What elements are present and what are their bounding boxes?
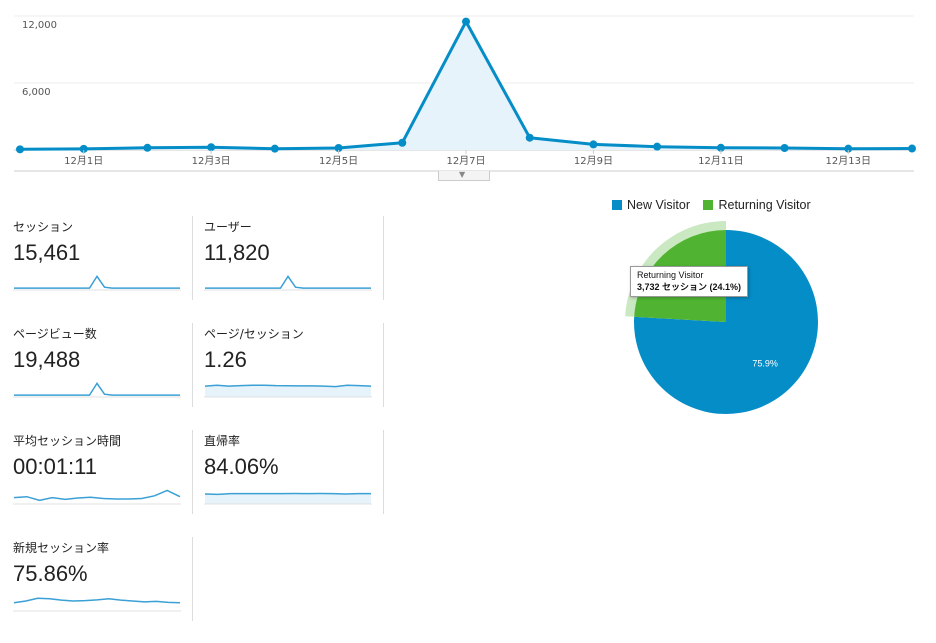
sparkline-line [205,275,371,289]
pie-legend: New Visitor Returning Visitor [612,198,821,212]
x-tick-label: 12月13日 [826,155,871,167]
metric-avg-session-duration[interactable]: 平均セッション時間 00:01:11 [13,432,191,520]
metric-value: 84.06% [204,454,279,479]
x-tick-label: 12月5日 [319,155,358,167]
divider [192,430,193,514]
metric-label: ページ/セッション [204,327,304,341]
legend-label: Returning Visitor [718,198,811,212]
data-point[interactable] [844,144,853,153]
divider [383,216,384,300]
tooltip-value: 3,732 セッション (24.1%) [637,282,742,292]
legend-item-returning-visitor[interactable]: Returning Visitor [703,198,811,212]
data-point[interactable] [589,140,598,149]
sparkline-line [13,597,181,604]
divider [383,430,384,514]
x-axis: 12月1日 12月3日 12月5日 12月7日 12月9日 12月11日 12月13日 [64,150,871,167]
metric-users[interactable]: ユーザー 11,820 [204,218,382,306]
sessions-area [20,21,912,150]
metric-label: ページビュー数 [13,327,97,341]
data-point[interactable] [143,143,152,152]
metric-new-session-rate[interactable]: 新規セッション率 75.86% [13,539,191,627]
sparkline [204,275,372,291]
data-point[interactable] [462,17,470,26]
metric-label: 直帰率 [204,434,241,448]
sparkline-area [205,493,371,504]
metric-pages-per-session[interactable]: ページ/セッション 1.26 [204,325,382,413]
tooltip-title: Returning Visitor [637,270,704,280]
sparkline [13,275,181,291]
pie-slice-label: 75.9% [752,358,778,368]
sparkline-line [204,492,371,496]
data-point[interactable] [716,143,725,152]
sparkline [204,492,372,505]
data-points [16,17,916,154]
metric-label: 新規セッション率 [13,541,110,555]
metric-value: 1.26 [204,347,247,372]
metric-value: 75.86% [13,561,88,586]
metric-label: セッション [13,220,74,234]
x-tick-label: 12月3日 [192,155,231,167]
metric-label: 平均セッション時間 [13,434,122,448]
data-point[interactable] [908,144,916,153]
metric-value: 00:01:11 [13,454,98,479]
divider [192,323,193,407]
legend-item-new-visitor[interactable]: New Visitor [612,198,690,212]
chevron-down-icon: ▼ [459,170,466,179]
divider [192,537,193,621]
divider [383,323,384,407]
sparkline-area [205,385,371,397]
data-point[interactable] [16,145,24,154]
y-tick-label: 6,000 [22,87,51,98]
sparkline [13,597,181,612]
data-point[interactable] [398,138,407,147]
sparkline-line [14,382,180,396]
sparkline [13,382,181,398]
data-point[interactable] [780,143,789,152]
metric-value: 15,461 [13,240,81,265]
sparkline-line [204,384,372,388]
metric-bounce-rate[interactable]: 直帰率 84.06% [204,432,382,520]
legend-swatch [612,200,622,210]
metric-value: 11,820 [204,240,270,265]
sparkline-line [13,489,181,502]
sparkline [204,384,372,398]
legend-label: New Visitor [627,198,690,212]
x-tick-label: 12月1日 [64,155,103,167]
data-point[interactable] [525,133,534,142]
data-point[interactable] [334,143,343,152]
legend-swatch [703,200,714,210]
divider [192,216,193,300]
data-point[interactable] [270,144,279,153]
x-tick-label: 12月7日 [446,155,485,167]
pie-tooltip: Returning Visitor 3,732 セッション (24.1%) [630,266,749,297]
data-point[interactable] [207,143,216,152]
visitor-type-pie-chart: 75.9% [625,221,818,414]
metric-label: ユーザー [204,220,252,234]
metric-pageviews[interactable]: ページビュー数 19,488 [13,325,191,413]
chart-collapse-toggle[interactable]: ▼ [438,170,490,181]
metric-sessions[interactable]: セッション 15,461 [13,218,191,306]
sessions-line-chart: 12,000 6,000 12月1日 12月3日 12月5日 12月7日 12月9日 12… [14,15,916,172]
sparkline [13,489,181,505]
x-tick-label: 12月11日 [698,155,743,167]
sparkline-line [14,275,180,289]
x-tick-label: 12月9日 [574,155,613,167]
data-point[interactable] [653,142,662,151]
data-point[interactable] [79,144,88,153]
y-tick-label: 12,000 [22,20,57,31]
metric-value: 19,488 [13,347,81,372]
